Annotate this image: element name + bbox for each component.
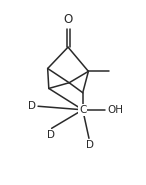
Text: D: D	[28, 101, 36, 111]
Text: C: C	[79, 105, 86, 115]
Text: D: D	[86, 140, 94, 150]
Text: D: D	[47, 130, 55, 140]
Text: OH: OH	[107, 105, 123, 115]
Text: O: O	[63, 13, 73, 26]
